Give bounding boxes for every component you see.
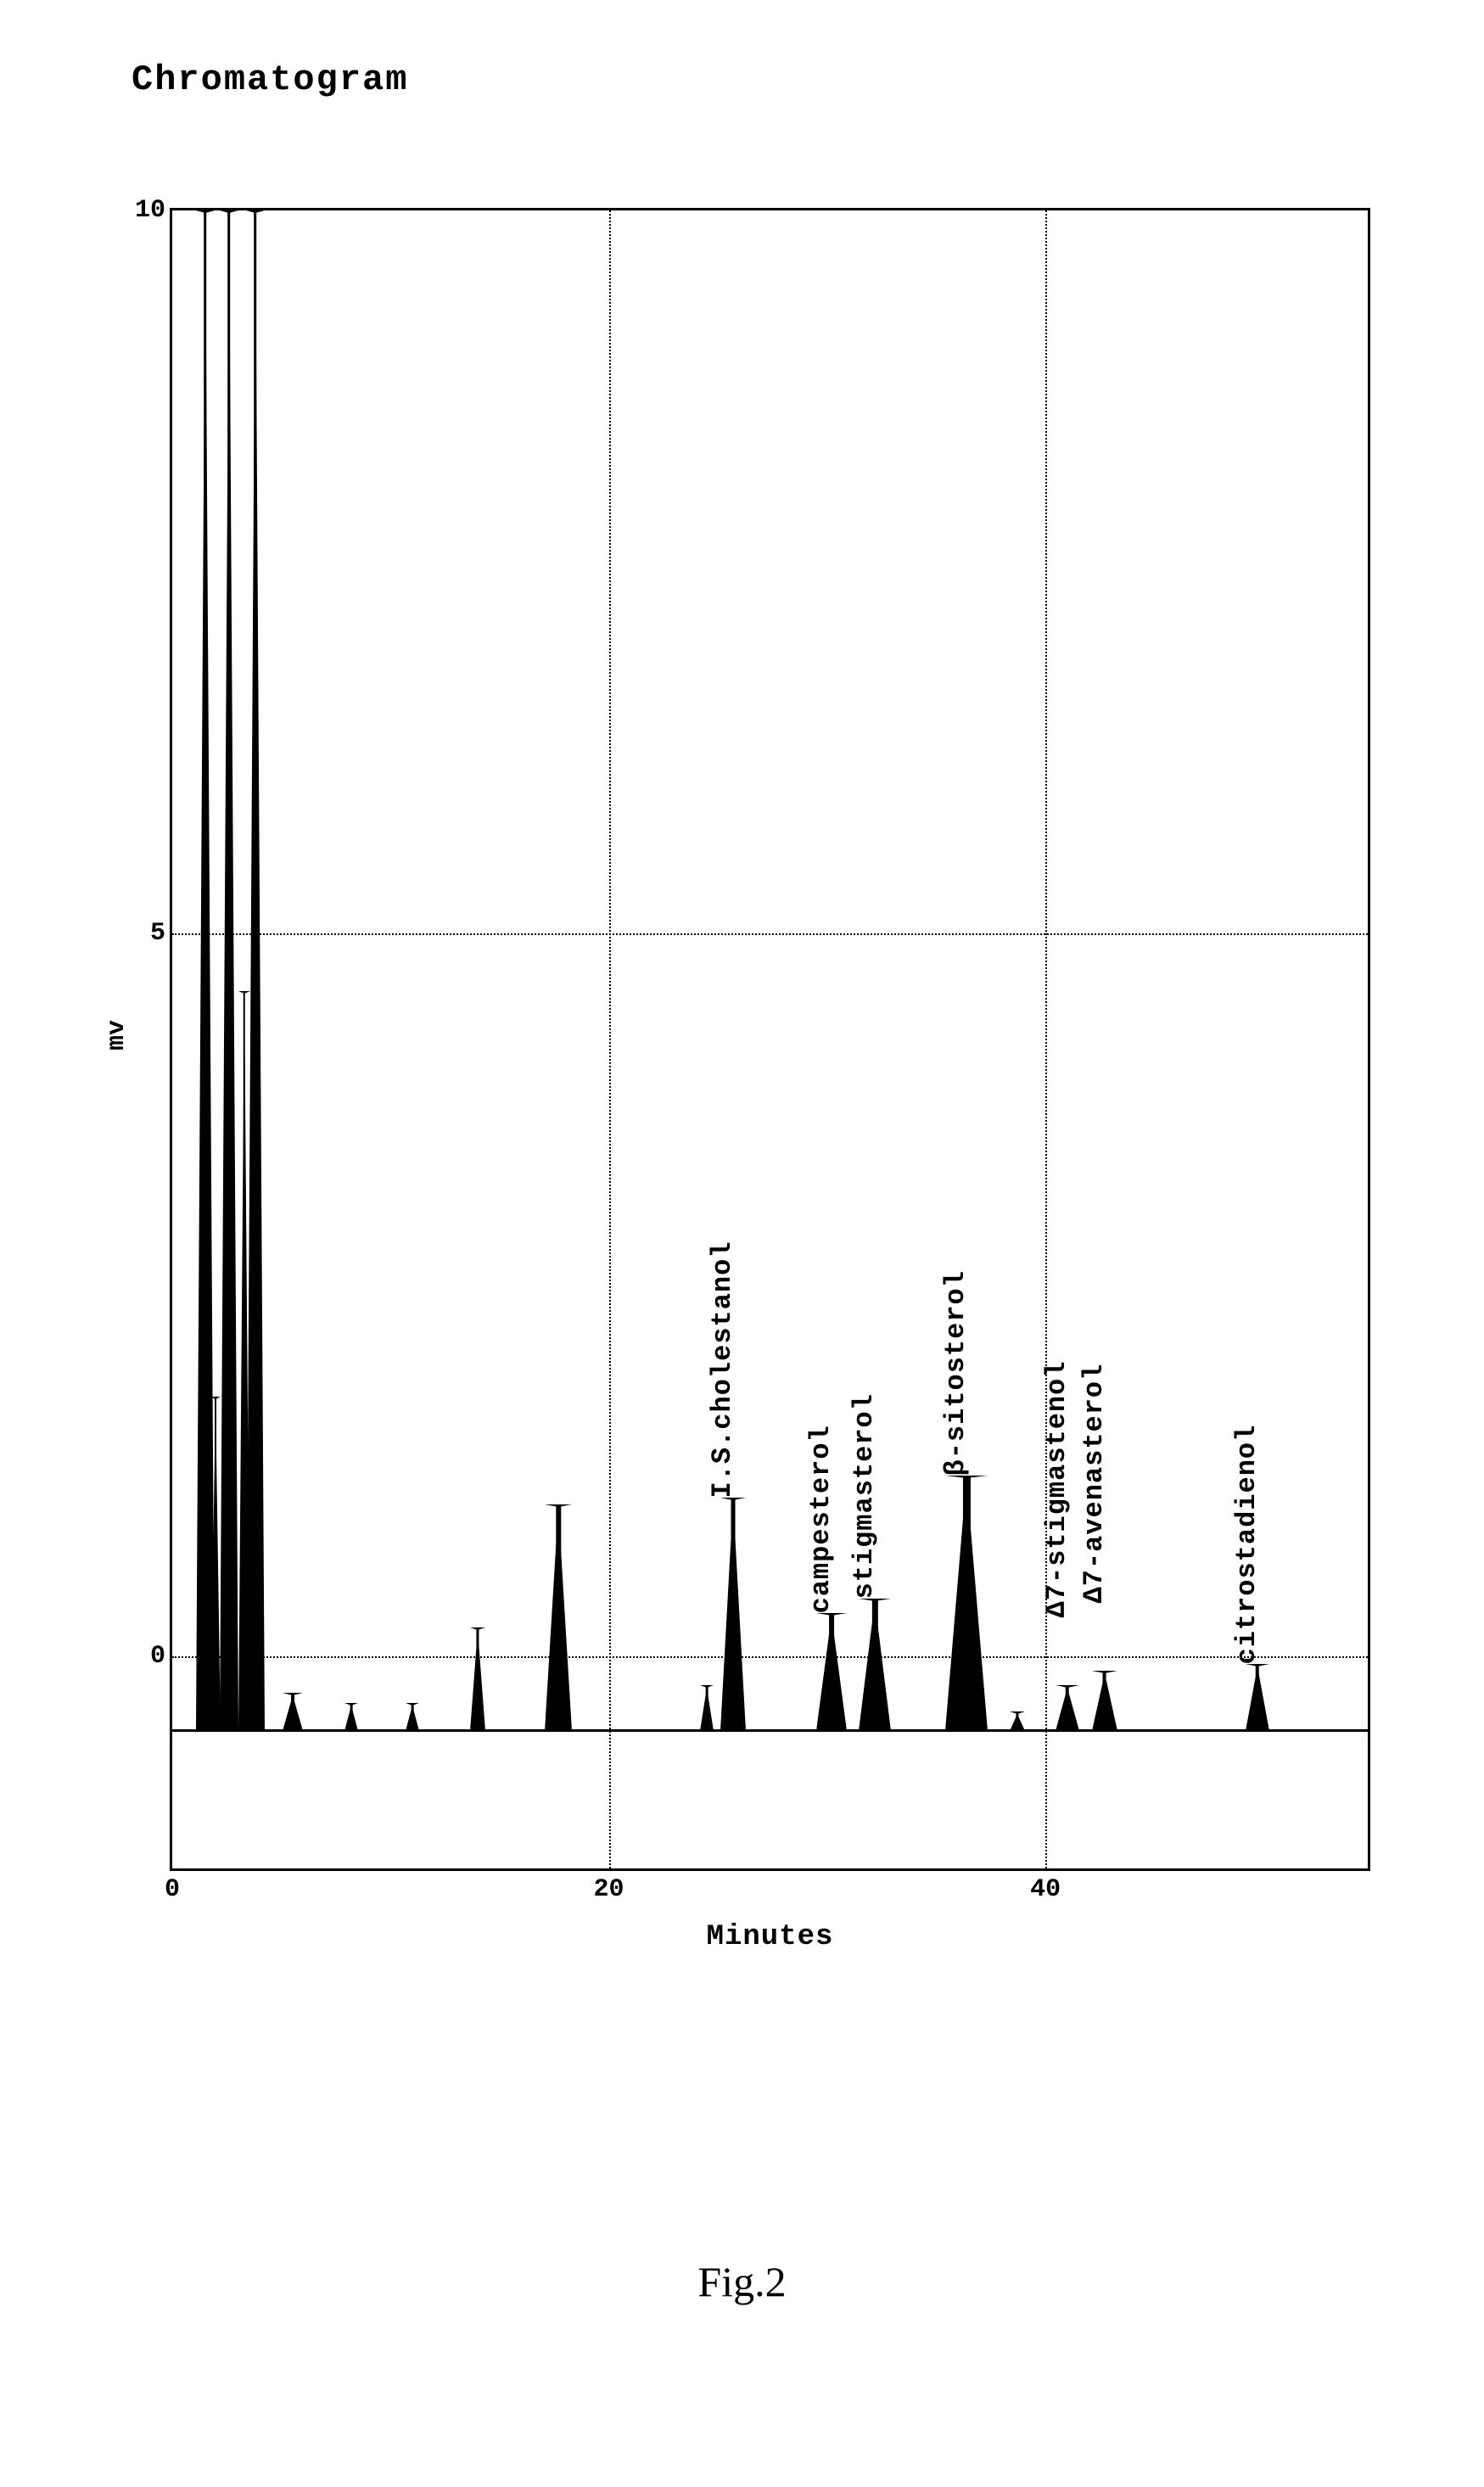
peak-spike — [963, 1476, 970, 1728]
x-tick-label: 20 — [594, 1875, 624, 1904]
peak-spike — [872, 1599, 877, 1728]
grid-line-vertical — [609, 210, 611, 1868]
y-tick-label: 0 — [150, 1642, 165, 1671]
y-tick-label: 5 — [150, 919, 165, 948]
y-tick-label: 10 — [135, 196, 165, 225]
peak-label: I.S.cholestanol — [707, 1241, 738, 1498]
plot-area: Minutes mv 020400510I.S.cholestanolcampe… — [170, 208, 1370, 1871]
figure-caption: Fig.2 — [697, 2257, 786, 2306]
peak-spike — [227, 210, 231, 1729]
peak-spike — [731, 1498, 736, 1729]
peak-label: Δ7-stigmastenol — [1041, 1361, 1072, 1618]
peak-spike — [215, 1397, 216, 1729]
peak-spike — [1102, 1671, 1106, 1728]
chromatogram-plot: Minutes mv 020400510I.S.cholestanolcampe… — [115, 208, 1370, 1930]
peak-spike — [1066, 1685, 1070, 1728]
peak-spike — [1255, 1664, 1259, 1729]
peak-spike — [254, 210, 257, 1729]
grid-line-horizontal — [172, 1656, 1368, 1658]
chart-title: Chromatogram — [132, 59, 408, 100]
grid-line-vertical — [1045, 210, 1047, 1868]
peak-spike — [557, 1504, 561, 1728]
peak-label: citrostadienol — [1231, 1425, 1263, 1665]
x-tick-label: 0 — [165, 1875, 180, 1904]
peak-label: Δ7-avenasterol — [1078, 1364, 1110, 1604]
peak-spike — [350, 1703, 353, 1729]
y-axis-label: mv — [103, 1020, 132, 1050]
peak-spike — [477, 1627, 479, 1728]
peak-spike — [829, 1613, 834, 1728]
peak-spike — [1016, 1711, 1018, 1728]
peak-label: stigmasterol — [848, 1393, 880, 1599]
peak-spike — [290, 1693, 294, 1729]
peak-label: β-sitosterol — [940, 1270, 972, 1476]
peak-spike — [706, 1685, 708, 1728]
peak-spike — [412, 1703, 414, 1729]
x-axis-label: Minutes — [707, 1921, 834, 1953]
grid-line-horizontal — [172, 933, 1368, 935]
peak-spike — [204, 210, 207, 1729]
peak-label: campesterol — [805, 1425, 837, 1613]
x-tick-label: 40 — [1030, 1875, 1061, 1904]
